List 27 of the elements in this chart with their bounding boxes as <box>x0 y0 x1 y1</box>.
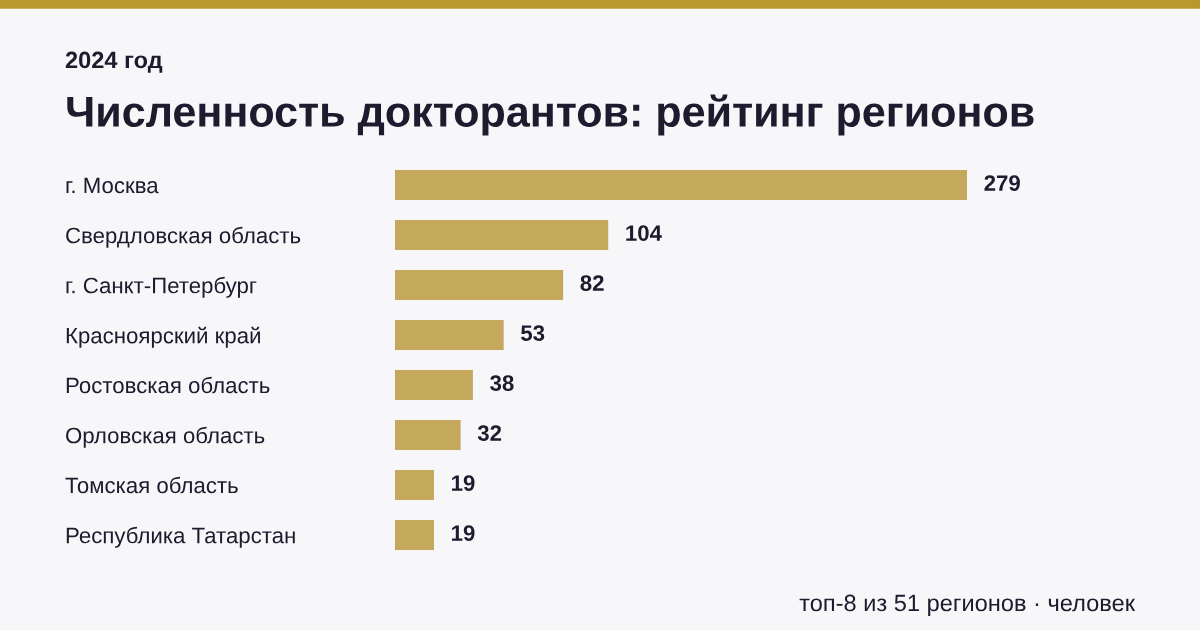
bar <box>395 320 504 350</box>
y-tick-label: Красноярский край <box>66 326 260 348</box>
chart-title: Численность докторантов: рейтинг регионов <box>67 94 1034 136</box>
data-label: 82 <box>580 275 604 291</box>
data-label: 104 <box>626 225 662 241</box>
bar <box>395 170 967 200</box>
data-label: 38 <box>490 375 514 391</box>
data-label: 19 <box>452 475 475 491</box>
bar <box>395 220 609 250</box>
y-tick-label: Ростовская область <box>66 376 270 394</box>
y-tick-label: Томская область <box>65 476 238 494</box>
data-label: 32 <box>477 425 502 441</box>
y-tick-label: Свердловская область <box>66 226 301 248</box>
y-tick-label: Орловская область <box>66 426 265 448</box>
data-label: 19 <box>452 525 475 541</box>
text: 2024 год <box>65 51 163 73</box>
bar <box>395 520 434 550</box>
data-label: 279 <box>984 175 1020 191</box>
data-label: 53 <box>521 325 545 341</box>
bar <box>395 420 461 450</box>
y-tick-label: Республика Татарстан <box>66 526 295 548</box>
y-tick-label: г. Москва <box>66 177 159 194</box>
bar <box>395 270 564 300</box>
bar <box>395 370 473 400</box>
text: топ-8 из 51 регионов · человек <box>799 594 1136 617</box>
bar <box>395 470 434 500</box>
y-tick-label: г. Санкт-Петербург <box>66 276 257 298</box>
